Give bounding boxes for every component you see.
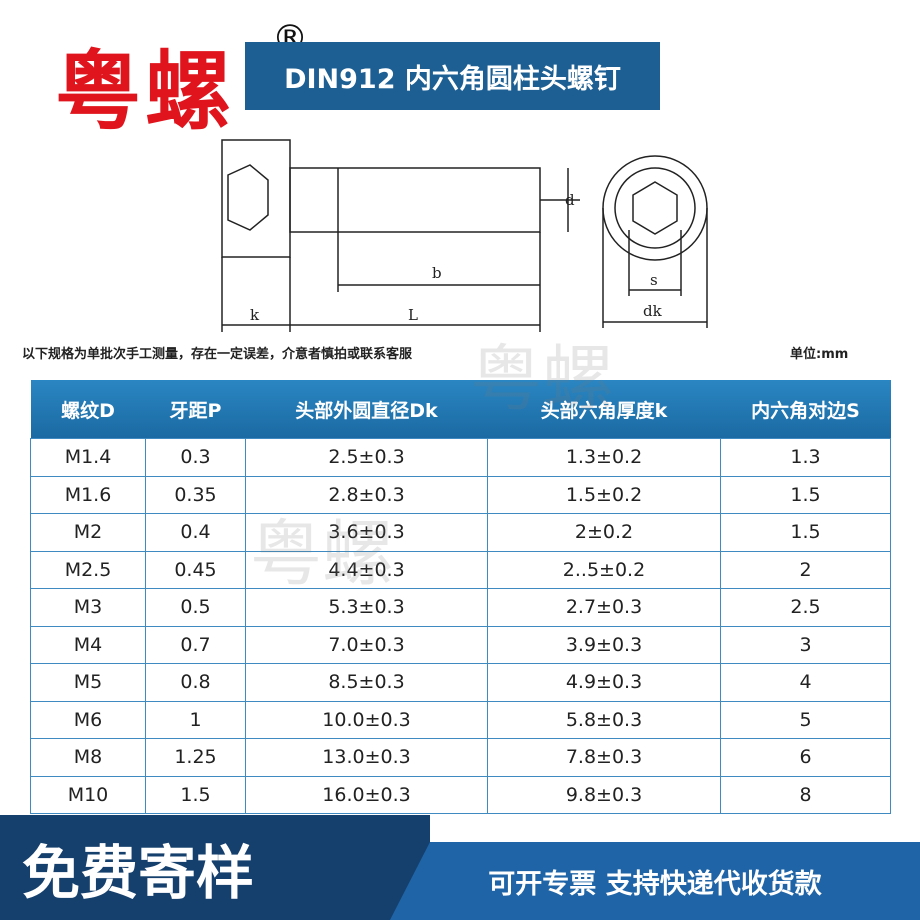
table-cell: 9.8±0.3	[487, 775, 721, 814]
header-cell: 牙距P	[145, 380, 246, 439]
brand-name: 粤螺	[55, 42, 235, 142]
table-row: M2.5 0.45 4.4±0.3 2..5±0.2 2	[30, 550, 891, 589]
table-cell: M1.4	[30, 438, 146, 477]
label-k: k	[250, 306, 260, 324]
header-cell: 头部外圆直径Dk	[245, 380, 488, 439]
table-row: M4 0.7 7.0±0.3 3.9±0.3 3	[30, 625, 891, 664]
header-cell: 螺纹D	[30, 380, 146, 439]
table-cell: 2.7±0.3	[487, 588, 721, 627]
header-title: DIN912 内六角圆柱头螺钉	[245, 42, 660, 110]
table-cell: 2	[720, 550, 891, 589]
banner-right: 可开专票 支持快递代收货款	[390, 842, 920, 920]
table-cell: M2.5	[30, 550, 146, 589]
table-cell: M5	[30, 663, 146, 702]
table-cell: 0.45	[145, 550, 246, 589]
table-cell: M1.6	[30, 475, 146, 514]
drawing: d k b L s dk	[221, 139, 708, 332]
label-L: L	[408, 306, 418, 324]
table-cell: M3	[30, 588, 146, 627]
table-cell: 1.3	[720, 438, 891, 477]
table-cell: M8	[30, 738, 146, 777]
table-cell: 4.4±0.3	[245, 550, 488, 589]
table-cell: 7.8±0.3	[487, 738, 721, 777]
table-row: M2 0.4 3.6±0.3 2±0.2 1.5	[30, 513, 891, 552]
unit: 单位:mm	[790, 347, 849, 362]
table-cell: 0.35	[145, 475, 246, 514]
table-row: M1.4 0.3 2.5±0.3 1.3±0.2 1.3	[30, 438, 891, 477]
table-cell: 0.7	[145, 625, 246, 664]
table-cell: 1.25	[145, 738, 246, 777]
table-cell: 16.0±0.3	[245, 775, 488, 814]
watermark: 粤螺	[470, 337, 615, 421]
table-cell: M10	[30, 775, 146, 814]
table-cell: 7.0±0.3	[245, 625, 488, 664]
label-dk: dk	[643, 302, 663, 320]
table-cell: 8.5±0.3	[245, 663, 488, 702]
label-d: d	[565, 191, 575, 209]
table-cell: 13.0±0.3	[245, 738, 488, 777]
table-row: M1.6 0.35 2.8±0.3 1.5±0.2 1.5	[30, 475, 891, 514]
table-cell: 2.5±0.3	[245, 438, 488, 477]
table-cell: 6	[720, 738, 891, 777]
table-cell: M2	[30, 513, 146, 552]
table-cell: 4	[720, 663, 891, 702]
table-cell: 0.3	[145, 438, 246, 477]
header-cell: 内六角对边S	[720, 380, 891, 439]
table-cell: 5	[720, 700, 891, 739]
table-row: M3 0.5 5.3±0.3 2.7±0.3 2.5	[30, 588, 891, 627]
watermark: 粤螺	[250, 512, 395, 596]
banner-left: 免费寄样	[0, 815, 430, 920]
table-row: M6 1 10.0±0.3 5.8±0.3 5	[30, 700, 891, 739]
table-row: M8 1.25 13.0±0.3 7.8±0.3 6	[30, 738, 891, 777]
table-cell: 10.0±0.3	[245, 700, 488, 739]
spec-table: 螺纹D 牙距P 头部外圆直径Dk 头部六角厚度k 内六角对边S M1.4 0.3 2.5±0…	[30, 380, 891, 814]
table-cell: 1.3±0.2	[487, 438, 721, 477]
table-row: M5 0.8 8.5±0.3 4.9±0.3 4	[30, 663, 891, 702]
table-cell: 4.9±0.3	[487, 663, 721, 702]
table-cell: 3.9±0.3	[487, 625, 721, 664]
label-b: b	[432, 264, 442, 282]
table-row: M10 1.5 16.0±0.3 9.8±0.3 8	[30, 775, 891, 814]
table-cell: 2±0.2	[487, 513, 721, 552]
table-cell: 1.5±0.2	[487, 475, 721, 514]
header-cell: 头部六角厚度k	[487, 380, 721, 439]
table-cell: 0.5	[145, 588, 246, 627]
table-cell: 0.8	[145, 663, 246, 702]
table-cell: M6	[30, 700, 146, 739]
table-cell: 8	[720, 775, 891, 814]
table-cell: 5.8±0.3	[487, 700, 721, 739]
table-cell: 3.6±0.3	[245, 513, 488, 552]
table-cell: 1	[145, 700, 246, 739]
table-cell: M4	[30, 625, 146, 664]
note: 以下规格为单批次手工测量，存在一定误差，介意者慎拍或联系客服	[22, 347, 413, 362]
table-cell: 1.5	[720, 513, 891, 552]
table-cell: 1.5	[720, 475, 891, 514]
table-cell: 2..5±0.2	[487, 550, 721, 589]
label-s: s	[650, 271, 658, 289]
table-cell: 0.4	[145, 513, 246, 552]
table-cell: 3	[720, 625, 891, 664]
table-cell: 2.5	[720, 588, 891, 627]
header-row: 螺纹D 牙距P 头部外圆直径Dk 头部六角厚度k 内六角对边S	[30, 380, 891, 439]
table-cell: 1.5	[145, 775, 246, 814]
